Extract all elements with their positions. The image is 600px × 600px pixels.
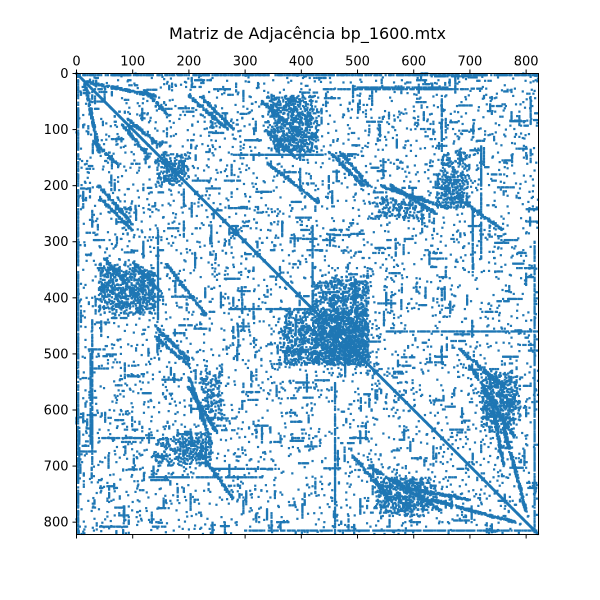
- nonzero-entry: [108, 85, 110, 87]
- plot-area: [75, 72, 539, 535]
- nonzero-entry: [88, 105, 90, 107]
- chart-title: Matriz de Adjacência bp_1600.mtx: [169, 24, 446, 44]
